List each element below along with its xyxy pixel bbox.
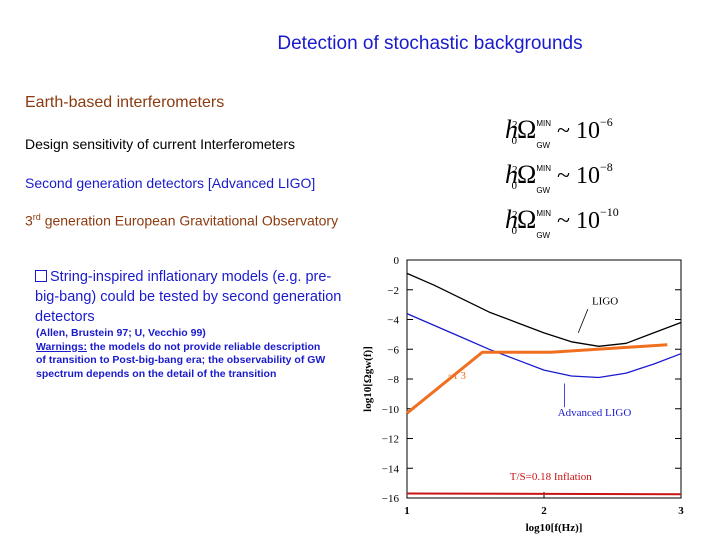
y-tick-label: −12 [382,434,399,446]
sensitivity-formula-1: h20ΩMIN GW~ 10−6 [505,115,613,150]
row-third-prefix: 3 [25,212,33,229]
bullet-text: String-inspired inflationary models (e.g… [35,269,342,325]
section-heading: Earth-based interferometers [25,94,225,111]
exponent-2: −8 [599,160,613,174]
warning-label: Warnings: [36,340,87,353]
bullet-string-models: String-inspired inflationary models (e.g… [35,267,345,327]
series-line-f3-slope [406,343,668,415]
ligo-pointer [577,308,589,334]
x-tick-label: 3 [678,505,684,517]
y-tick-label: −10 [382,404,400,416]
warning-text: the models do not provide reliable descr… [36,340,326,380]
note-warning: Warnings: the models do not provide reli… [36,341,326,382]
gw-spectrum-chart: 0 −2 −4 −6 −8 −10 −12 −14 −16 1 2 3 log10[f(Hz)] log1… [362,255,684,534]
y-tick-label: −14 [382,463,400,475]
y-tick-label: −8 [387,374,399,386]
row-third-sup: rd [32,212,41,222]
exponent-1: −6 [599,115,613,129]
bullet-marker-icon [35,270,47,282]
page-title: Detection of stochastic backgrounds [277,33,583,54]
x-tick-label: 1 [404,505,410,517]
chart-axes [406,259,682,499]
row-advanced-ligo: Second generation detectors [Advanced LI… [25,175,316,191]
series-line-ligo [406,272,682,347]
ligo-label: LIGO [592,296,618,308]
sensitivity-formula-2: h20ΩMIN GW~ 10−8 [505,160,613,195]
x-tick-label: 2 [541,505,547,517]
chart-series [406,272,682,496]
y-tick-label: −4 [387,315,399,327]
y-tick-label: −16 [382,493,400,505]
row-third-suffix: generation European Gravitational Observ… [40,212,339,229]
series-line-t-s-0-18-inflation [406,492,682,496]
y-axis-label: log10[Ωgw(f)] [362,346,374,412]
y-tick-label: −6 [387,344,399,356]
x-axis-label: log10[f(Hz)] [526,522,583,534]
inflation-label: T/S=0.18 Inflation [510,471,592,483]
chart-labels: 0 −2 −4 −6 −8 −10 −12 −14 −16 1 2 3 log10[f(Hz)] log1… [362,255,684,534]
note-citation: (Allen, Brustein 97; U, Vecchio 99) [36,327,206,339]
row-third-generation: 3rd generation European Gravitational Ob… [25,212,338,229]
advanced-ligo-label: Advanced LIGO [558,407,632,419]
y-tick-label: 0 [394,255,400,267]
f3-label: ~f 3 [448,370,466,382]
sensitivity-formula-3: h20ΩMIN GW~ 10−10 [505,205,619,240]
row-current-interferometers: Design sensitivity of current Interferom… [25,136,295,152]
series-line-advanced-ligo [406,313,682,379]
note-block: (Allen, Brustein 97; U, Vecchio 99) Warn… [36,327,326,381]
exponent-3: −10 [599,205,619,219]
y-tick-label: −2 [387,285,399,297]
